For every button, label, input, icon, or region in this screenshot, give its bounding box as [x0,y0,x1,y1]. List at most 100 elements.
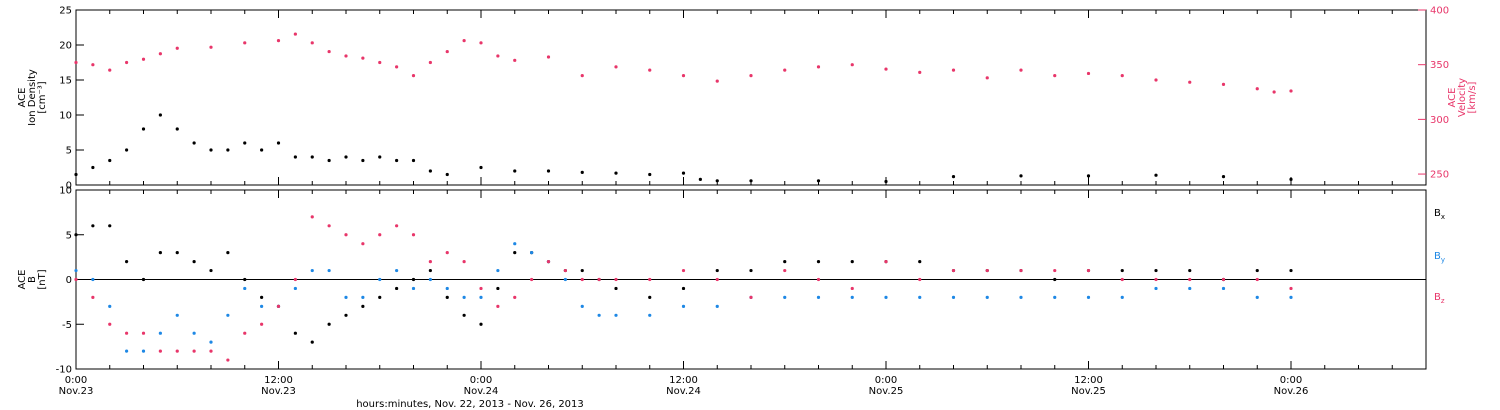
y-axis-title-line: [nT] [37,269,48,289]
data-point-bz [1255,277,1259,282]
data-point-by [91,277,95,282]
data-point-black [209,148,213,152]
data-point-bz [74,277,78,282]
data-point-black [1221,175,1226,179]
data-point-by [850,295,854,299]
data-point-by [1154,286,1158,291]
data-point-pink [276,39,281,43]
data-point-bx [496,286,500,291]
data-point-black [428,169,432,173]
data-point-pink [496,54,500,58]
data-point-pink [614,65,618,69]
data-point-black [411,158,416,163]
data-point-by [496,268,500,273]
data-point-bx [648,295,652,299]
x-axis-title: hours:minutes, Nov. 22, 2013 - Nov. 26, … [356,399,584,410]
data-point-pink [411,74,416,78]
data-point-black [344,155,348,159]
data-point-bz [918,277,922,282]
data-point-bx [108,224,112,228]
data-point-bz [226,358,230,362]
data-point-pink [1019,68,1023,72]
data-point-by [681,304,686,308]
data-point-bz [395,224,399,228]
x-tick-label-date: Nov.24 [666,386,701,397]
x-tick-label-date: Nov.23 [261,386,296,397]
x-tick-label-time: 0:00 [875,375,897,386]
data-point-bz [428,260,432,264]
data-point-pink [158,52,162,56]
data-point-by [918,295,922,299]
y-tick-label-right: 350 [1430,60,1449,71]
data-point-bx [74,233,78,237]
data-point-bz [378,233,382,237]
data-point-by [951,295,956,299]
data-point-bx [1188,268,1192,273]
data-point-by [479,295,483,299]
data-point-by [226,313,230,317]
data-point-black [158,113,162,117]
data-point-by [1053,295,1057,299]
axis-ticks [75,9,1427,370]
y-axis-title-line: Ion Density [27,69,38,126]
data-point-bz [260,322,264,326]
data-point-pink [293,32,297,36]
data-point-bz [597,277,601,282]
data-point-pink [513,58,517,62]
data-point-bx [918,260,922,264]
data-point-pink [462,39,466,43]
data-point-bx [141,277,146,282]
data-point-by [597,313,601,317]
legend-entry-bx: Bx [1434,208,1445,221]
data-point-by [310,268,314,273]
x-tick-label-time: 12:00 [1074,375,1103,386]
data-point-pink [1120,74,1124,78]
axis-labels: ACEIon Density[cm⁻³] ACEVelocity[km/s]ACE… [17,69,1478,290]
data-point-black [192,141,196,145]
data-point-black [361,158,365,163]
data-point-bz [344,233,348,237]
data-point-by [580,304,584,308]
data-point-bz [175,349,179,353]
data-point-black [513,169,517,173]
y-tick-label: 10 [59,111,72,122]
data-point-by [1188,286,1192,291]
x-tick-label-date: Nov.23 [59,386,94,397]
data-point-pink [681,74,686,78]
data-point-bz [850,286,854,291]
data-point-bx [158,251,162,255]
data-point-bz [445,251,449,255]
x-tick-label-time: 0:00 [1280,375,1302,386]
data-point-bx [243,277,247,282]
data-point-by [108,304,112,308]
legend-entry-by: By [1434,251,1445,264]
data-point-bz [1120,277,1124,282]
data-point-pink [74,60,78,65]
data-point-bz [749,295,753,299]
data-point-black [226,148,230,152]
data-point-bz [462,260,466,264]
data-point-pink [344,54,348,58]
data-point-black [293,155,297,159]
data-point-pink [125,60,129,65]
data-point-bx [293,331,297,335]
y-axis-title-right: ACEVelocity[km/s] [1447,78,1478,117]
data-point-bz [141,331,146,335]
y-axis-title-line: ACE [17,88,28,108]
legend-subscript: z [1441,297,1445,305]
data-point-by [327,268,331,273]
data-point-pink [327,49,331,54]
y-tick-label: 0 [66,275,72,286]
data-point-pink [175,46,179,50]
data-point-pink [378,60,382,65]
legend-label: B [1434,292,1441,303]
legend-entry-bz: Bz [1434,292,1445,305]
data-point-black [175,127,179,131]
y-tick-label-right: 400 [1430,6,1449,17]
data-point-bx [850,260,854,264]
data-point-bx [816,260,821,264]
data-point-black [951,175,956,179]
y-tick-label: 10 [59,186,72,197]
data-point-black [1086,174,1091,178]
